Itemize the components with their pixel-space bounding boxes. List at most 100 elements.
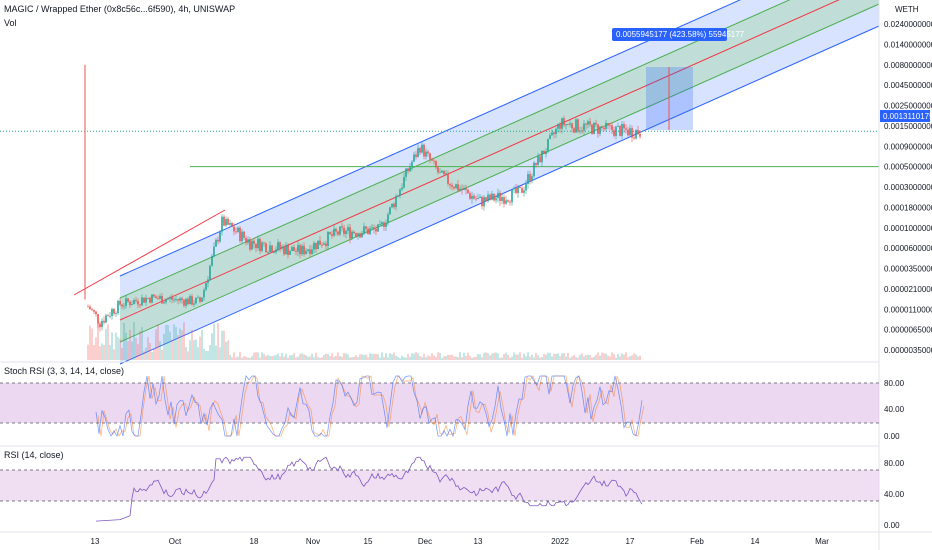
price-axis-ticks: 0.0240000000 0.0140000000 0.0080000000 0.00… [884, 20, 932, 355]
price-tick: 0.0000035000 [884, 346, 932, 355]
candle-body [449, 183, 451, 186]
volume-bar [219, 347, 221, 360]
volume-bar [497, 353, 499, 360]
last-price-badge [880, 110, 930, 122]
volume-bar [251, 356, 253, 360]
volume-bar [155, 329, 157, 360]
volume-bars [87, 322, 641, 360]
price-pane[interactable]: 0.0055945177 (423.58%) 55945177 MAGIC / … [0, 0, 880, 365]
candle-body [407, 168, 409, 172]
volume-bar [531, 354, 533, 360]
rsi-pane[interactable]: RSI (14, close) 80.00 40.00 0.00 [0, 445, 905, 530]
candle-body [637, 130, 639, 135]
time-tick: 18 [250, 537, 259, 546]
volume-bar [587, 354, 589, 360]
volume-bar [485, 352, 487, 360]
candle-body [629, 128, 631, 136]
volume-bar [373, 353, 375, 360]
volume-bar [129, 329, 131, 360]
volume-bar [533, 357, 535, 360]
candle-body [461, 188, 463, 190]
volume-bar [603, 353, 605, 360]
candle-body [343, 227, 345, 234]
candle-body [171, 297, 173, 300]
volume-bar [371, 354, 373, 360]
time-tick: Feb [690, 537, 704, 546]
candle-body [521, 188, 523, 193]
candle-body [251, 240, 253, 250]
chart-title[interactable]: MAGIC / Wrapped Ether (0x8c56c...6f590),… [4, 4, 235, 14]
volume-bar [427, 355, 429, 360]
volume-bar [253, 352, 255, 360]
candle-body [235, 231, 237, 233]
candle-body [191, 296, 193, 305]
time-axis-ticks: 13 Oct 18 Nov 15 Dec 13 2022 17 Feb 14 Mar [91, 537, 830, 546]
volume-bar [359, 354, 361, 360]
candle-body [261, 242, 263, 252]
volume-bar [449, 355, 451, 360]
volume-bar [455, 356, 457, 360]
candle-body [599, 126, 601, 134]
volume-bar [275, 354, 277, 360]
stoch-tick-0: 0.00 [884, 432, 900, 441]
candle-body [433, 160, 435, 162]
stoch-rsi-pane[interactable]: Stoch RSI (3, 3, 14, 14, close) 80.00 40… [0, 361, 905, 441]
candle-body [441, 170, 443, 173]
candle-body [399, 189, 401, 196]
candle-body [273, 252, 275, 253]
volume-bar [629, 356, 631, 360]
volume-bar [489, 355, 491, 360]
volume-bar [133, 322, 135, 360]
volume-bar [321, 357, 323, 360]
volume-bar [439, 353, 441, 360]
time-tick: Nov [306, 537, 320, 546]
volume-bar [543, 353, 545, 360]
candle-body [467, 189, 469, 194]
rsi-band [0, 470, 879, 501]
candle-body [517, 186, 519, 194]
volume-bar [289, 355, 291, 360]
volume-bar [201, 329, 203, 360]
volume-bar [143, 351, 145, 360]
candle-body [319, 240, 321, 245]
candle-body [127, 298, 129, 302]
candle-body [149, 297, 151, 303]
volume-bar [539, 357, 541, 360]
candle-body [373, 227, 375, 230]
volume-bar [293, 353, 295, 360]
volume-bar [329, 356, 331, 360]
candle-body [381, 222, 383, 225]
candle-body [363, 226, 365, 234]
volume-bar [563, 353, 565, 360]
volume-bar [423, 353, 425, 360]
volume-bar [169, 331, 171, 360]
volume-bar [561, 353, 563, 360]
candle-body [109, 315, 111, 317]
volume-bar [551, 356, 553, 360]
rsi-legend[interactable]: RSI (14, close) [4, 450, 64, 460]
candle-body [577, 119, 579, 132]
volume-bar [515, 354, 517, 360]
candle-body [311, 249, 313, 254]
volume-bar [625, 352, 627, 360]
volume-bar [285, 353, 287, 360]
volume-legend[interactable]: Vol [4, 18, 17, 28]
price-axis[interactable]: WETH 0.0240000000 0.0140000000 0.008000000… [878, 0, 932, 550]
volume-bar [361, 354, 363, 360]
volume-bar [237, 356, 239, 360]
stoch-rsi-legend[interactable]: Stoch RSI (3, 3, 14, 14, close) [4, 366, 124, 376]
candle-body [111, 308, 113, 316]
candle-body [349, 227, 351, 239]
candle-body [615, 126, 617, 136]
candle-body [555, 128, 557, 135]
volume-bar [379, 357, 381, 360]
volume-bar [355, 355, 357, 360]
time-axis[interactable]: 13 Oct 18 Nov 15 Dec 13 2022 17 Feb 14 Mar [0, 531, 932, 546]
volume-bar [487, 353, 489, 360]
candle-body [359, 233, 361, 238]
volume-bar [605, 353, 607, 360]
volume-bar [443, 356, 445, 360]
volume-bar [313, 357, 315, 360]
candle-body [567, 124, 569, 125]
